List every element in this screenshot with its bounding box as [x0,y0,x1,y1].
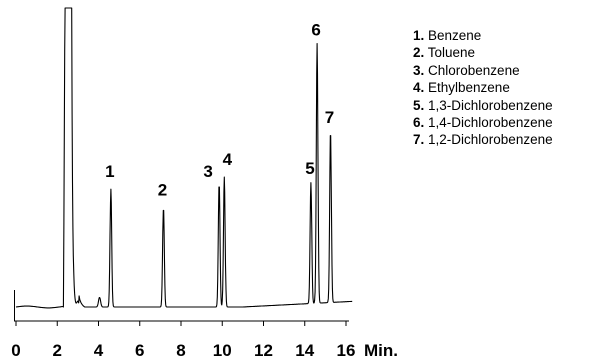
peak-label-2: 2 [158,180,167,199]
legend-entry: 7. 1,2-Dichlorobenzene [413,131,553,148]
x-tick-label: 4 [94,341,104,360]
x-tick-label: 8 [176,341,185,360]
legend-entry-name: 1,3-Dichlorobenzene [424,97,553,113]
legend-entry: 3. Chlorobenzene [413,62,553,79]
legend-entry-number: 1. [413,28,425,43]
legend-entry: 5. 1,3-Dichlorobenzene [413,97,553,114]
legend-entry-name: Chlorobenzene [424,62,520,78]
peak-label-7: 7 [325,108,334,127]
peak-label-5: 5 [305,159,314,178]
peak-label-4: 4 [223,150,233,169]
legend-entry-number: 4. [413,80,425,96]
legend-entry-number: 7. [413,132,425,148]
legend-entry-name: Benzene [424,28,482,43]
legend-entry-name: Ethylbenzene [424,80,510,96]
x-axis-unit-label: Min. [364,341,398,360]
legend-entry-name: 1,2-Dichlorobenzene [424,132,553,148]
x-tick-label: 10 [213,341,232,360]
legend-entry: 6. 1,4-Dichlorobenzene [413,114,553,131]
chromatogram-trace [15,7,353,309]
legend-entry-number: 3. [413,62,425,78]
x-tick-label: 2 [53,341,62,360]
legend-entry-number: 2. [413,45,425,61]
peak-labels: 1 2 34 5 6 7 [105,20,334,199]
legend-entry-name: 1,4-Dichlorobenzene [424,115,553,131]
y-axis-line [14,290,349,322]
legend-entry-number: 5. [413,97,425,113]
legend-entry: 1. Benzene [413,27,553,44]
legend-entry-name: Toluene [424,45,476,61]
x-tick-label: 0 [11,341,20,360]
x-tick-label: 16 [337,341,356,360]
peak-label-1: 1 [105,162,114,181]
x-tick-label: 6 [135,341,144,360]
legend-entry-number: 6. [413,115,425,131]
peak-label-3: 3 [203,162,212,181]
x-tick-label: 12 [254,341,273,360]
x-axis-ticks: 0 2 4 6 8 10 12 14 16 [11,321,355,360]
legend-entry: 2. Toluene [413,44,553,61]
legend-entry: 4. Ethylbenzene [413,79,553,96]
peak-legend: 1. Benzene 2. Toluene 3. Chlorobenzene 4. E… [413,27,553,149]
x-tick-label: 14 [295,341,314,360]
peak-label-6: 6 [311,20,320,39]
